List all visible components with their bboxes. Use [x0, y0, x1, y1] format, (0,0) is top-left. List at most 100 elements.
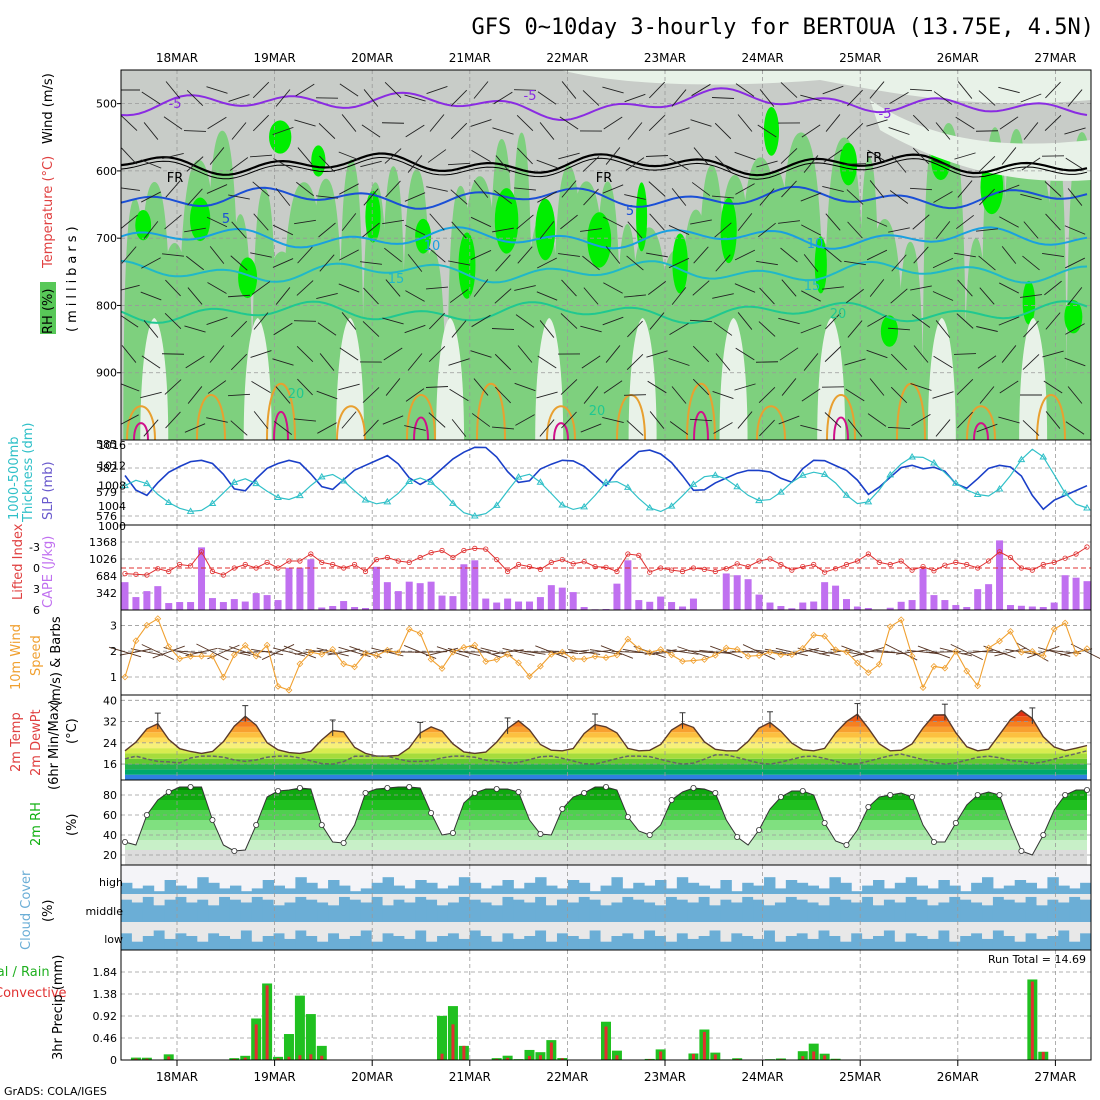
cape-bar	[646, 601, 654, 610]
wind-barb	[957, 279, 973, 297]
cloud-cell	[273, 885, 285, 894]
wind-barb	[935, 122, 951, 140]
isotherm-line	[121, 226, 1088, 250]
cloud-cell	[437, 888, 449, 894]
wind-barb	[602, 216, 624, 228]
li-marker	[362, 568, 369, 575]
wind-speed-marker	[810, 631, 818, 639]
wind-barb	[272, 647, 306, 657]
rh-marker	[340, 840, 347, 847]
bottom-date-label: 21MAR	[449, 1070, 491, 1084]
cloud-gap	[949, 894, 961, 897]
wind-speed-marker	[416, 629, 424, 637]
wind-barb	[932, 391, 954, 399]
cloud-gap	[687, 922, 700, 939]
wind-barb	[957, 411, 973, 429]
cape-bar	[864, 608, 872, 610]
thickness-marker	[208, 499, 217, 506]
thickness-marker	[908, 452, 916, 460]
cloud-gap	[687, 894, 700, 903]
li-marker	[209, 568, 216, 575]
wind-barb	[273, 158, 293, 170]
wind-barb	[712, 195, 734, 199]
wind-barb	[887, 327, 911, 331]
cloud-gap	[665, 894, 678, 897]
temp-line	[124, 709, 1088, 757]
wind-speed-marker	[274, 682, 282, 690]
wind-barb	[778, 317, 800, 325]
wind-barb	[362, 321, 380, 337]
cloud-gap	[1080, 894, 1092, 900]
wind-barb	[801, 388, 821, 402]
cape-bar	[416, 583, 424, 610]
wind-barb	[647, 380, 667, 394]
cloud-gap	[829, 894, 841, 897]
cloud-cell	[905, 933, 918, 950]
cloud-cell	[491, 885, 503, 894]
cape-bar	[558, 587, 566, 610]
cloud-cell	[949, 896, 961, 922]
wind-barb	[867, 413, 887, 427]
wind-speed-marker	[438, 665, 446, 672]
precip-conv-bar	[134, 1058, 138, 1060]
wind-barb	[492, 426, 514, 430]
wind-barb	[184, 423, 206, 433]
li-marker	[286, 558, 292, 564]
bottom-date-label: 25MAR	[839, 1070, 881, 1084]
cloud-cell	[317, 888, 329, 894]
cloud-cell	[589, 899, 602, 922]
thickness-label-1: 1000-500mb	[7, 436, 22, 520]
wind-barb	[822, 286, 844, 290]
wind-barb	[140, 159, 162, 169]
wind-speed-marker	[821, 632, 829, 640]
wind-barb	[164, 379, 182, 395]
wind-barb	[341, 411, 357, 429]
cloud-gap	[938, 922, 950, 931]
cloud-gap	[818, 922, 830, 931]
wind-barb	[800, 192, 822, 202]
wind-barb	[891, 155, 907, 173]
cloud-cell	[175, 933, 187, 950]
cloud-middle-label: middle	[85, 905, 123, 918]
temp-label-2: 2m DewPt	[29, 709, 44, 776]
thickness-marker	[296, 491, 304, 499]
upper-wind-barbs	[121, 81, 1086, 437]
wind-barb	[691, 182, 711, 196]
wind-barb	[121, 246, 137, 264]
wind-barb	[646, 252, 668, 258]
li-marker	[351, 561, 358, 568]
cloud-cell	[502, 933, 514, 950]
precip-conv-bar	[495, 1058, 499, 1060]
rh-marker	[821, 820, 828, 827]
thickness-marker	[536, 478, 545, 485]
cloud-gap	[927, 922, 939, 939]
cloud-cell	[153, 930, 166, 950]
wind-barb	[207, 116, 227, 130]
cloud-gap	[262, 922, 275, 936]
cloud-gap	[992, 922, 1005, 931]
cloud-cell	[1003, 936, 1016, 950]
top-date-label: 26MAR	[937, 51, 979, 65]
li-marker	[898, 558, 904, 564]
rh-marker	[471, 790, 478, 797]
wind-barb	[230, 353, 248, 371]
rh-marker	[777, 794, 784, 801]
wind-speed-marker	[285, 686, 293, 694]
cloud-high-label: high	[99, 876, 123, 889]
wind-barb	[692, 378, 710, 396]
li-marker	[417, 554, 423, 561]
li-line	[124, 546, 1088, 576]
rh-grid	[121, 780, 1091, 865]
cloud-cell	[611, 877, 623, 894]
wind-barb	[407, 155, 423, 173]
wind-barb	[228, 94, 250, 102]
top-date-label: 22MAR	[546, 51, 588, 65]
wind-barb	[888, 127, 910, 135]
wind-barb	[385, 180, 401, 198]
wind-barb	[339, 183, 359, 195]
wind-barb	[846, 189, 864, 205]
isotherm-35	[553, 422, 569, 440]
li-marker	[461, 547, 467, 554]
wind-speed-marker	[241, 642, 249, 649]
rh-shading	[121, 70, 1091, 440]
